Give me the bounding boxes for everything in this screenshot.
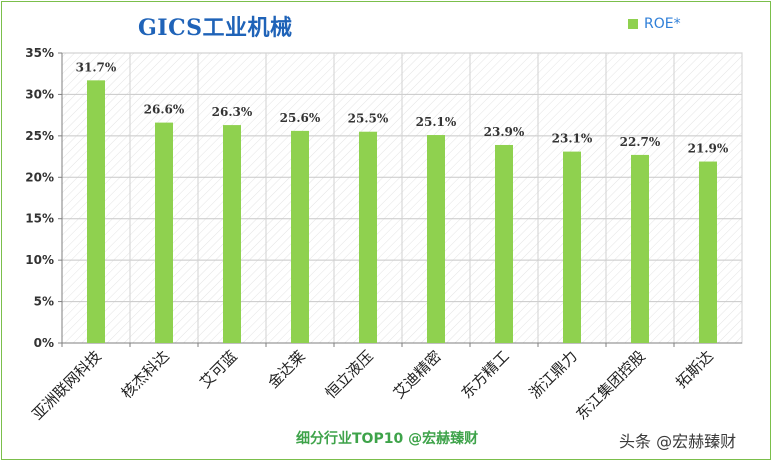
data-label: 23.9%: [484, 125, 525, 139]
data-label: 26.6%: [144, 103, 185, 117]
y-tick-label: 20%: [25, 170, 54, 184]
bar: [427, 135, 445, 343]
data-label: 25.6%: [280, 111, 321, 125]
bar: [359, 131, 377, 343]
legend-label: ROE*: [644, 16, 681, 32]
chart-title: GICS工业机械: [138, 15, 293, 41]
bar: [291, 130, 309, 343]
data-label: 25.5%: [348, 112, 389, 126]
footer-subtitle: 细分行业TOP10 @宏赫臻财: [296, 431, 479, 447]
data-label: 31.7%: [76, 60, 117, 74]
bar: [223, 125, 241, 343]
y-tick-label: 15%: [25, 212, 54, 226]
data-label: 25.1%: [416, 115, 457, 129]
data-label: 21.9%: [688, 142, 729, 156]
x-tick-label: 东江集团控股: [572, 347, 648, 423]
x-tick-label: 拓斯达: [672, 347, 717, 392]
y-tick-label: 5%: [34, 295, 54, 309]
chart-legend: ROE*: [628, 16, 681, 32]
bar: [699, 161, 717, 343]
x-tick-label: 东方精工: [458, 347, 513, 402]
data-label: 23.1%: [552, 132, 593, 146]
bars: [87, 80, 717, 343]
data-label: 26.3%: [212, 105, 253, 119]
x-tick-label: 金达莱: [264, 347, 309, 392]
x-tick-label: 艾迪精密: [390, 347, 445, 402]
x-tick-label: 浙江鼎力: [526, 347, 581, 402]
bar: [631, 154, 649, 343]
x-tick-label: 恒立液压: [322, 347, 377, 402]
y-tick-label: 35%: [25, 46, 54, 60]
y-tick-label: 25%: [25, 129, 54, 143]
y-tick-label: 10%: [25, 253, 54, 267]
bar: [155, 122, 173, 343]
y-tick-label: 0%: [34, 336, 54, 350]
watermark: 头条 @宏赫臻财: [619, 432, 737, 451]
y-tick-label: 30%: [25, 87, 54, 101]
x-tick-label: 亚洲联网科技: [28, 347, 104, 423]
data-labels: 31.7% 26.6% 26.3% 25.6% 25.5% 25.1% 23.9% 23.1%…: [76, 60, 729, 155]
legend-swatch: [628, 19, 638, 29]
x-tick-label: 艾可蓝: [196, 347, 241, 392]
x-tick-label: 核杰科达: [118, 347, 173, 402]
bar: [563, 151, 581, 343]
bar: [495, 144, 513, 343]
data-label: 22.7%: [620, 135, 661, 149]
bar: [87, 80, 105, 343]
